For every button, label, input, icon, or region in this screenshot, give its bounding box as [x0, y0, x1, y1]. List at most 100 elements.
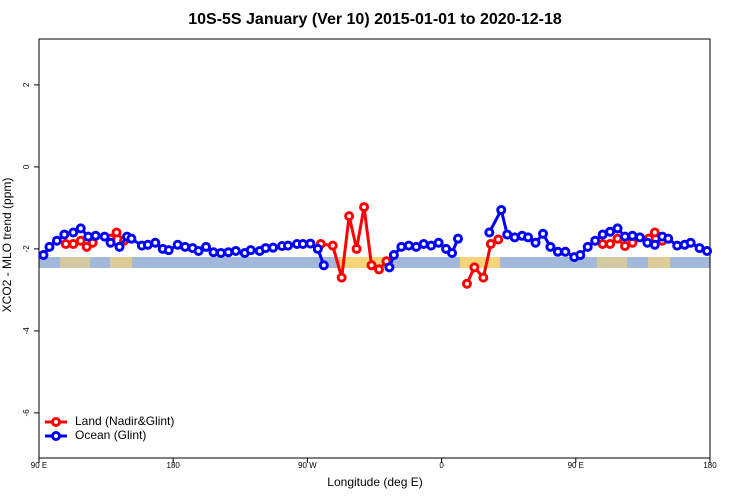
map-land — [110, 257, 132, 268]
x-tick-label: 90 E — [31, 461, 47, 470]
point — [485, 238, 496, 249]
point — [193, 245, 204, 256]
point — [150, 237, 161, 248]
point — [201, 241, 212, 252]
point — [663, 233, 674, 244]
point — [68, 227, 79, 238]
point — [453, 233, 464, 244]
point — [530, 237, 541, 248]
point — [75, 235, 86, 246]
y-tick-label: 2 — [22, 82, 31, 87]
point — [590, 235, 601, 246]
point — [523, 232, 534, 243]
chart-title: 10S-5S January (Ver 10) 2015-01-01 to 20… — [188, 11, 562, 28]
point — [634, 232, 645, 243]
point — [545, 241, 556, 252]
point — [68, 238, 79, 249]
legend-marker — [51, 431, 61, 441]
point — [297, 238, 308, 249]
point — [268, 242, 279, 253]
point — [75, 223, 86, 234]
map-land — [60, 257, 90, 268]
map-land — [648, 257, 670, 268]
x-tick-label: 90 W — [298, 461, 317, 470]
point — [180, 241, 191, 252]
point — [318, 260, 329, 271]
point — [114, 241, 125, 252]
point — [694, 243, 705, 254]
y-axis-label: XCO2 - MLO trend (ppm) — [0, 178, 14, 313]
point — [627, 230, 638, 241]
y-tick-label: 0 — [22, 164, 31, 169]
point — [373, 264, 384, 275]
point — [502, 229, 513, 240]
point — [111, 227, 122, 238]
point — [366, 260, 377, 271]
point — [582, 241, 593, 252]
point — [396, 241, 407, 252]
point — [327, 240, 338, 251]
point — [597, 229, 608, 240]
point — [612, 233, 623, 244]
point — [620, 231, 631, 242]
point — [597, 238, 608, 249]
point — [418, 238, 429, 249]
point — [384, 262, 395, 273]
point — [620, 241, 631, 252]
point — [99, 231, 110, 242]
point — [208, 247, 219, 258]
point — [496, 204, 507, 215]
point — [230, 245, 241, 256]
x-tick-label: 0 — [439, 461, 444, 470]
point — [612, 223, 623, 234]
point — [461, 278, 472, 289]
point — [403, 240, 414, 251]
point — [245, 245, 256, 256]
legend-label: Ocean (Glint) — [75, 428, 146, 442]
point — [215, 248, 226, 259]
point — [359, 202, 370, 213]
map-land — [340, 257, 388, 268]
point — [105, 237, 116, 248]
point — [305, 238, 316, 249]
point — [605, 238, 616, 249]
point — [685, 237, 696, 248]
point — [649, 239, 660, 250]
point — [351, 243, 362, 254]
point — [59, 229, 70, 240]
point — [426, 240, 437, 251]
point — [83, 231, 94, 242]
point — [702, 245, 713, 256]
x-axis-label: Longitude (deg E) — [327, 475, 422, 489]
map-land — [460, 257, 500, 268]
x-tick-label: 180 — [167, 461, 181, 470]
point — [605, 226, 616, 237]
point — [172, 239, 183, 250]
point — [126, 233, 137, 244]
x-tick-label: 180 — [703, 461, 717, 470]
point — [509, 232, 520, 243]
point — [163, 245, 174, 256]
point — [484, 227, 495, 238]
point — [433, 237, 444, 248]
point — [642, 237, 653, 248]
point — [44, 241, 55, 252]
point — [51, 235, 62, 246]
point — [142, 239, 153, 250]
point — [469, 262, 480, 273]
point — [575, 250, 586, 261]
point — [336, 272, 347, 283]
y-tick-label: -6 — [22, 409, 31, 417]
point — [560, 246, 571, 257]
point — [38, 250, 49, 261]
point — [447, 248, 458, 259]
point — [260, 243, 271, 254]
point — [223, 247, 234, 258]
legend-label: Land (Nadir&Glint) — [75, 414, 174, 428]
point — [283, 240, 294, 251]
point — [552, 246, 563, 257]
point — [388, 250, 399, 261]
point — [344, 211, 355, 222]
point — [411, 241, 422, 252]
